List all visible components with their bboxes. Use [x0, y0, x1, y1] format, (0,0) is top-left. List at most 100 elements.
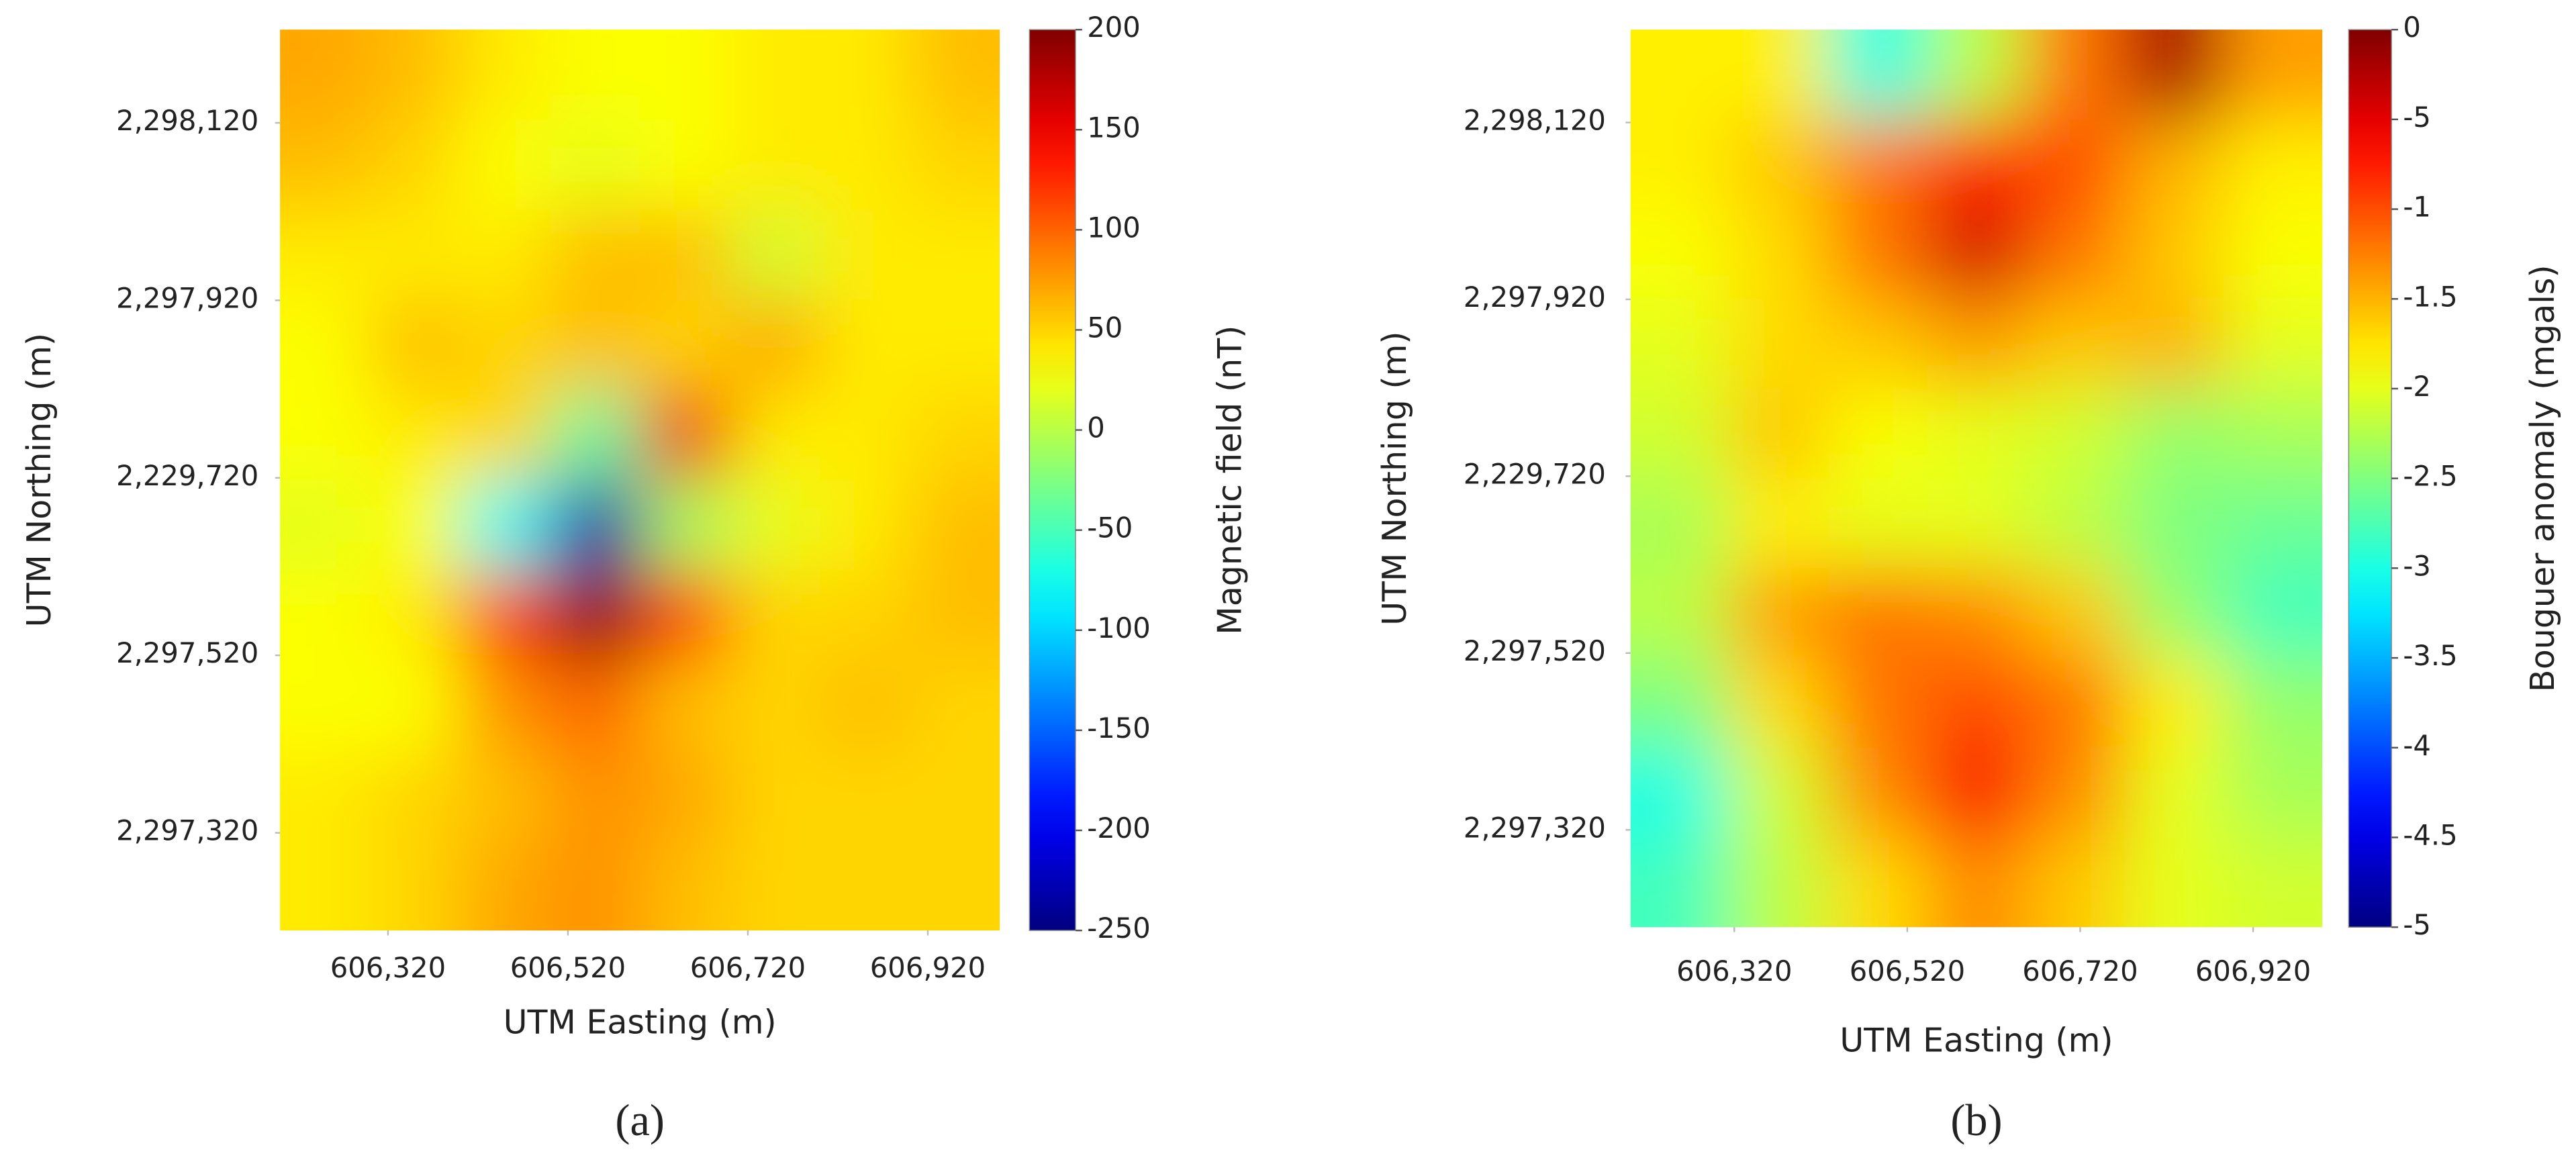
heatmap-cell [460, 299, 551, 391]
heatmap-cell [730, 30, 821, 121]
colorbar-tick-label: -4.5 [2403, 818, 2457, 851]
heatmap-cell [1630, 30, 1731, 121]
heatmap-cell [2025, 837, 2126, 928]
colorbar [2348, 29, 2392, 928]
heatmap-cell [2223, 747, 2323, 838]
colorbar-tick-label: -200 [1087, 812, 1151, 844]
heatmap-cell [730, 480, 821, 571]
heatmap-cell [1630, 658, 1731, 748]
colorbar [1029, 29, 1076, 931]
heatmap-cell [1927, 747, 2027, 838]
colorbar-tick-label: -3 [2403, 549, 2431, 582]
heatmap [1630, 30, 2323, 928]
heatmap-cell [1729, 478, 1829, 569]
heatmap-cell [2025, 658, 2126, 748]
heatmap-cell [280, 570, 371, 661]
heatmap-field [1630, 30, 2323, 928]
heatmap-cell [730, 570, 821, 661]
heatmap-cell [1927, 119, 2027, 210]
heatmap-cell [460, 209, 551, 301]
heatmap-cell [910, 119, 1000, 211]
heatmap-cell [370, 750, 461, 842]
heatmap-cell [640, 840, 731, 931]
heatmap-cell [550, 299, 641, 391]
x-tick-label: 606,920 [2195, 955, 2311, 987]
colorbar-tick-label: 200 [1087, 11, 1141, 44]
heatmap-cell [1630, 299, 1731, 390]
x-tick-label: 606,320 [330, 951, 446, 984]
heatmap-cell [820, 750, 911, 842]
y-tick-label: 2,297,920 [1464, 281, 1606, 313]
heatmap-cell [2223, 568, 2323, 659]
y-tick-label: 2,297,320 [1464, 811, 1606, 844]
heatmap-cell [1630, 747, 1731, 838]
colorbar-tick-label: -1 [2403, 191, 2431, 224]
colorbar-tick-label: -5 [2403, 908, 2431, 941]
heatmap-cell [820, 660, 911, 751]
heatmap-cell [1828, 388, 1928, 479]
heatmap-cell [370, 570, 461, 661]
colorbar-title: Bouguer anomaly (mgals) [2523, 264, 2562, 692]
heatmap-cell [730, 119, 821, 211]
heatmap-cell [1828, 30, 1928, 121]
heatmap-cell [1927, 209, 2027, 300]
heatmap-cell [2025, 209, 2126, 300]
x-axis-title: UTM Easting (m) [504, 1002, 777, 1041]
colorbar-tick-label: -150 [1087, 712, 1151, 744]
heatmap-cell [910, 480, 1000, 571]
heatmap-cell [370, 660, 461, 751]
heatmap-cell [820, 480, 911, 571]
heatmap-cell [2223, 478, 2323, 569]
colorbar-tick-label: -5 [2403, 101, 2431, 134]
heatmap-cell [460, 660, 551, 751]
heatmap-cell [460, 30, 551, 121]
y-axis-title: UTM Northing (m) [19, 333, 58, 627]
heatmap-cell [640, 30, 731, 121]
heatmap-cell [1630, 478, 1731, 569]
heatmap-cell [2025, 299, 2126, 390]
heatmap-cell [280, 30, 371, 121]
y-axis-title: UTM Northing (m) [1375, 331, 1414, 625]
colorbar-tick-label: -1.5 [2403, 280, 2457, 313]
heatmap-cell [1927, 837, 2027, 928]
heatmap-cell [1927, 30, 2027, 121]
heatmap-cell [1729, 299, 1829, 390]
heatmap-cell [280, 840, 371, 931]
heatmap-cell [1729, 747, 1829, 838]
heatmap-cell [730, 840, 821, 931]
y-tick-label: 2,297,520 [1464, 634, 1606, 667]
x-tick-label: 606,520 [510, 951, 626, 984]
heatmap-cell [2025, 568, 2126, 659]
heatmap-cell [1828, 299, 1928, 390]
heatmap-cell [1828, 568, 1928, 659]
heatmap-cell [1828, 478, 1928, 569]
heatmap-cell [370, 30, 461, 121]
heatmap-cell [550, 840, 641, 931]
heatmap-cell [2223, 30, 2323, 121]
heatmap-cell [280, 660, 371, 751]
heatmap-cell [280, 750, 371, 842]
heatmap-cell [1729, 119, 1829, 210]
x-tick-label: 606,720 [690, 951, 806, 984]
heatmap-cell [910, 389, 1000, 481]
heatmap-cell [460, 750, 551, 842]
heatmap-cell [640, 299, 731, 391]
heatmap-cell [2124, 837, 2225, 928]
heatmap-cell [2124, 299, 2225, 390]
heatmap-cell [280, 480, 371, 571]
heatmap-cell [820, 299, 911, 391]
heatmap-cell [1927, 568, 2027, 659]
heatmap-cell [550, 480, 641, 571]
x-tick-label: 606,520 [1850, 955, 1965, 987]
heatmap-cell [1729, 388, 1829, 479]
heatmap-cell [820, 119, 911, 211]
heatmap-cell [550, 389, 641, 481]
y-tick-label: 2,297,320 [116, 814, 258, 847]
colorbar-tick-label: 0 [2403, 11, 2421, 44]
panel-caption: (a) [615, 1096, 665, 1145]
heatmap-cell [370, 480, 461, 571]
heatmap-cell [1729, 658, 1829, 748]
colorbar-tick-label: -4 [2403, 729, 2431, 762]
heatmap-cell [1630, 119, 1731, 210]
